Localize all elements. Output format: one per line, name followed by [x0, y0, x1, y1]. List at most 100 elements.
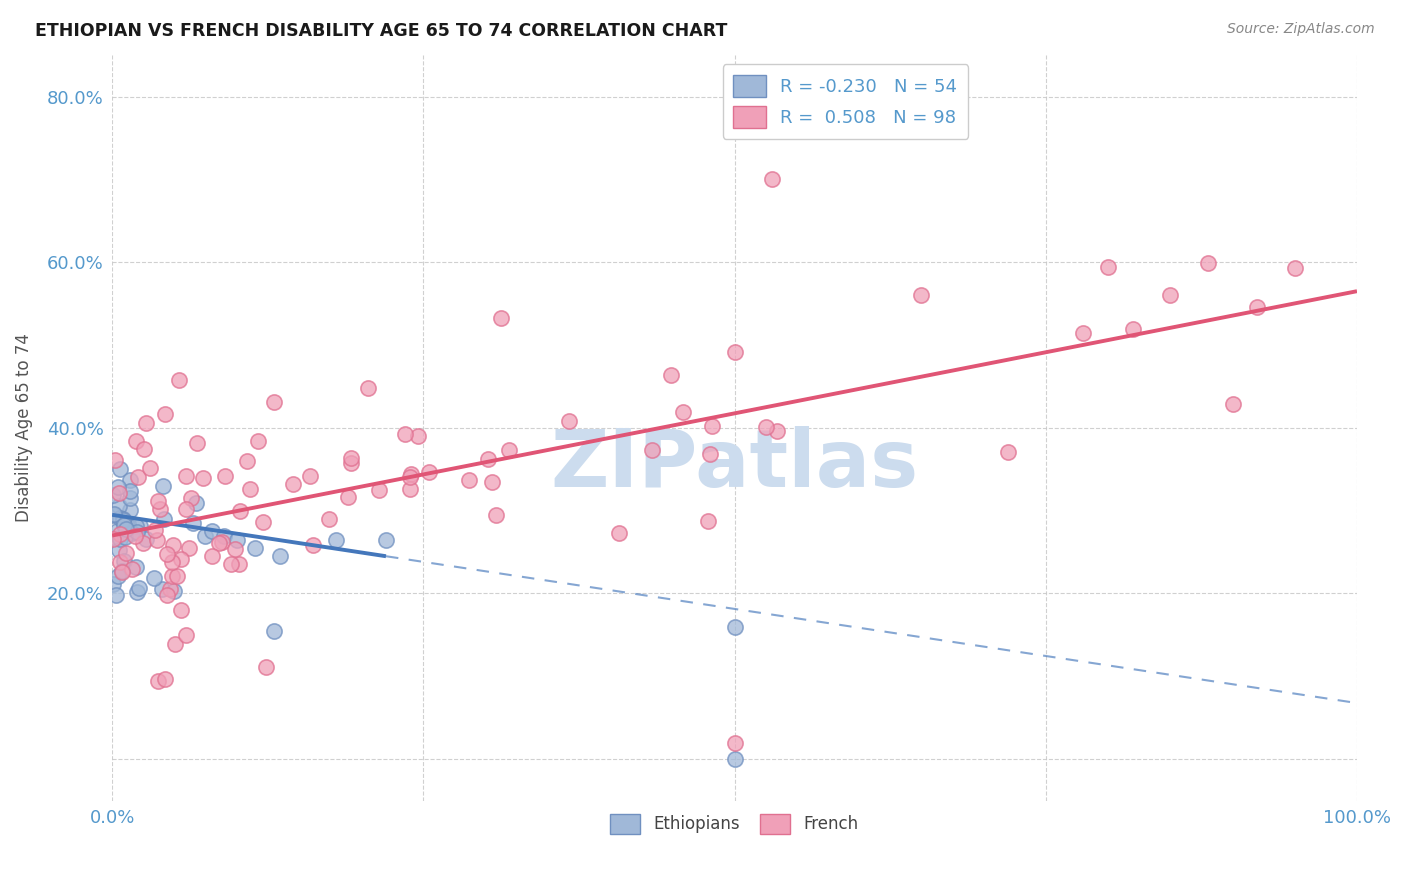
Point: [156, 588, 179, 602]
Point: [1097, 260, 1119, 274]
Point: [607, 525, 630, 540]
Point: [108, 556, 131, 570]
Text: Source: ZipAtlas.com: Source: ZipAtlas.com: [1227, 22, 1375, 37]
Point: [179, 541, 201, 555]
Point: [325, 533, 347, 547]
Point: [245, 541, 267, 555]
Point: [155, 672, 177, 686]
Point: [408, 429, 430, 443]
Point: [121, 526, 143, 541]
Point: [115, 546, 138, 560]
Point: [160, 555, 183, 569]
Point: [180, 491, 202, 505]
Point: [103, 488, 125, 502]
Point: [458, 474, 481, 488]
Point: [723, 345, 745, 359]
Point: [641, 442, 664, 457]
Point: [672, 405, 695, 419]
Point: [337, 490, 360, 504]
Legend: Ethiopians, French: Ethiopians, French: [603, 807, 866, 840]
Point: [367, 483, 389, 498]
Point: [723, 619, 745, 633]
Point: [124, 529, 146, 543]
Point: [1159, 288, 1181, 302]
Point: [269, 549, 291, 564]
Point: [117, 517, 139, 532]
Point: [1122, 322, 1144, 336]
Point: [110, 510, 132, 524]
Point: [146, 533, 169, 547]
Point: [399, 467, 422, 481]
Point: [174, 628, 197, 642]
Point: [111, 565, 134, 579]
Point: [224, 542, 246, 557]
Point: [169, 373, 191, 387]
Point: [120, 474, 142, 488]
Point: [150, 582, 173, 597]
Point: [302, 538, 325, 552]
Point: [163, 637, 186, 651]
Point: [159, 582, 181, 596]
Point: [394, 426, 416, 441]
Point: [997, 445, 1019, 459]
Point: [103, 577, 125, 591]
Point: [755, 419, 778, 434]
Point: [103, 507, 125, 521]
Point: [153, 512, 176, 526]
Point: [489, 310, 512, 325]
Point: [181, 516, 204, 530]
Point: [263, 624, 285, 638]
Point: [112, 512, 135, 526]
Point: [108, 461, 131, 475]
Point: [184, 495, 207, 509]
Point: [120, 484, 142, 499]
Point: [418, 465, 440, 479]
Point: [128, 581, 150, 595]
Point: [761, 172, 783, 186]
Point: [160, 568, 183, 582]
Text: ETHIOPIAN VS FRENCH DISABILITY AGE 65 TO 74 CORRELATION CHART: ETHIOPIAN VS FRENCH DISABILITY AGE 65 TO…: [35, 22, 727, 40]
Point: [108, 543, 131, 558]
Point: [659, 368, 682, 382]
Point: [225, 533, 247, 547]
Point: [127, 585, 149, 599]
Point: [105, 524, 128, 539]
Point: [212, 528, 235, 542]
Point: [108, 500, 131, 514]
Point: [477, 451, 499, 466]
Point: [127, 524, 149, 539]
Point: [1222, 397, 1244, 411]
Point: [118, 503, 141, 517]
Point: [114, 516, 136, 531]
Point: [194, 528, 217, 542]
Point: [108, 533, 131, 547]
Text: ZIPatlas: ZIPatlas: [550, 426, 918, 504]
Point: [125, 434, 148, 449]
Point: [114, 530, 136, 544]
Point: [214, 469, 236, 483]
Point: [127, 470, 149, 484]
Y-axis label: Disability Age 65 to 74: Disability Age 65 to 74: [15, 334, 32, 523]
Point: [201, 549, 224, 564]
Point: [166, 568, 188, 582]
Point: [163, 584, 186, 599]
Point: [193, 471, 215, 485]
Point: [318, 512, 340, 526]
Point: [114, 518, 136, 533]
Point: [357, 381, 380, 395]
Point: [104, 589, 127, 603]
Point: [1246, 301, 1268, 315]
Point: [162, 538, 184, 552]
Point: [723, 735, 745, 749]
Point: [107, 568, 129, 582]
Point: [108, 527, 131, 541]
Point: [228, 557, 250, 571]
Point: [153, 407, 176, 421]
Point: [112, 554, 135, 568]
Point: [201, 524, 224, 539]
Point: [149, 501, 172, 516]
Point: [340, 450, 363, 465]
Point: [174, 501, 197, 516]
Point: [103, 508, 125, 522]
Point: [208, 536, 231, 550]
